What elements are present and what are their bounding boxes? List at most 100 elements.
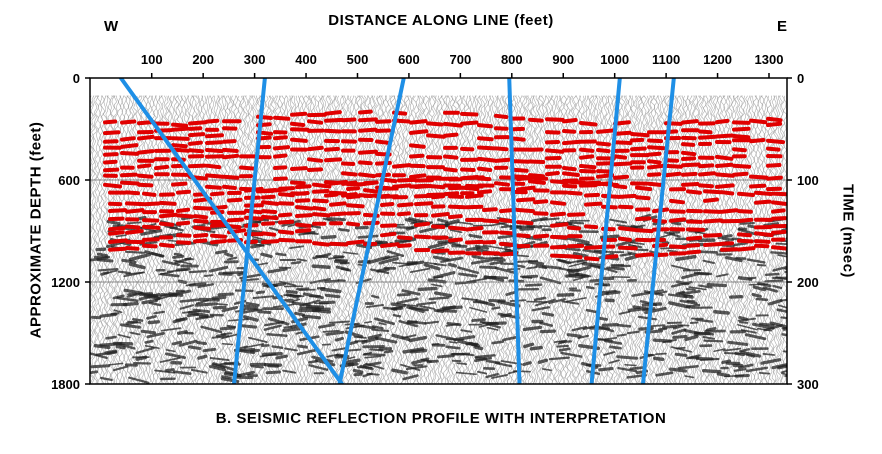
- reflector-dash: [426, 121, 444, 127]
- seismic-trace: [308, 95, 314, 384]
- reflection-wiggle: [785, 250, 787, 253]
- reflector-dash: [749, 183, 767, 189]
- reflection-wiggle: [298, 288, 316, 292]
- reflector-dash: [686, 189, 702, 195]
- reflector-dash: [193, 205, 212, 211]
- reflection-wiggle: [716, 372, 731, 378]
- reflection-wiggle: [238, 345, 248, 350]
- reflector-dash: [686, 227, 706, 232]
- reflector-dash: [278, 219, 295, 225]
- seismic-trace: [506, 95, 512, 384]
- reflector-dash: [137, 173, 154, 179]
- reflector-dash: [754, 231, 774, 238]
- reflection-wiggle: [609, 218, 628, 224]
- reflection-wiggle: [598, 367, 614, 372]
- reflection-wiggle: [226, 256, 238, 261]
- reflection-wiggle: [519, 227, 534, 231]
- reflector-dash: [222, 184, 237, 190]
- reflection-wiggle: [758, 371, 771, 375]
- reflection-wiggle: [292, 301, 311, 307]
- seismic-trace: [464, 95, 470, 384]
- reflection-wiggle: [701, 369, 722, 374]
- reflector-dash: [205, 140, 223, 145]
- reflection-wiggle: [195, 315, 215, 321]
- reflection-wiggle: [522, 274, 539, 279]
- distance-tick-label: 500: [347, 52, 369, 67]
- reflection-wiggle: [217, 292, 234, 297]
- reflector-dash: [278, 229, 295, 235]
- reflection-wiggle: [500, 312, 512, 318]
- reflector-dash: [346, 221, 361, 227]
- reflection-wiggle: [667, 293, 688, 299]
- reflector-dash: [380, 202, 395, 207]
- reflection-wiggle: [221, 342, 234, 346]
- reflection-wiggle: [781, 227, 787, 231]
- reflector-dash: [579, 154, 595, 160]
- reflection-wiggle: [334, 336, 344, 342]
- reflection-wiggle: [770, 251, 787, 255]
- fault-line: [232, 78, 267, 384]
- reflection-wiggle: [353, 335, 367, 339]
- reflector-dash: [363, 180, 379, 186]
- reflector-dash: [754, 190, 773, 196]
- reflector-dash: [715, 118, 730, 125]
- reflection-wiggle: [477, 370, 488, 375]
- reflection-wiggle: [186, 312, 199, 318]
- reflector-dash: [188, 132, 206, 138]
- reflection-wiggle: [571, 325, 588, 332]
- reflection-wiggle: [606, 266, 625, 271]
- seismic-trace: [492, 95, 498, 384]
- reflection-wiggle: [558, 347, 571, 352]
- reflection-wiggle: [147, 320, 161, 325]
- reflection-wiggle: [220, 332, 233, 336]
- reflection-wiggle: [558, 259, 570, 265]
- reflection-wiggle: [752, 285, 767, 292]
- reflection-wiggle: [171, 254, 185, 259]
- reflection-wiggle: [763, 222, 780, 227]
- reflection-wiggle: [285, 289, 298, 294]
- reflector-dash: [754, 199, 772, 205]
- reflection-wiggle: [764, 272, 780, 276]
- reflection-wiggle: [781, 372, 787, 376]
- reflection-wiggle: [178, 339, 198, 347]
- reflector-dash: [409, 153, 425, 159]
- reflection-wiggle: [108, 362, 124, 366]
- reflection-wiggle: [203, 274, 214, 277]
- reflection-wiggle: [408, 306, 430, 312]
- reflection-wiggle: [423, 263, 441, 271]
- reflector-dash: [312, 198, 329, 204]
- reflector-dash: [137, 134, 155, 141]
- reflector-dash: [698, 171, 717, 177]
- fault-line: [507, 78, 522, 384]
- reflection-wiggle: [328, 320, 350, 324]
- reflector-dash: [720, 241, 735, 246]
- reflector-dash: [579, 169, 596, 174]
- reflection-wiggle: [733, 242, 748, 247]
- reflector-dash: [358, 149, 378, 155]
- reflector-dash: [550, 234, 568, 240]
- reflector-dash: [273, 176, 288, 181]
- reflector-dash: [703, 233, 723, 238]
- reflection-wiggle: [135, 346, 155, 354]
- reflection-wiggle: [359, 364, 374, 371]
- reflector-dash: [584, 180, 602, 186]
- reflector-dash: [193, 225, 211, 231]
- reflection-wiggle: [219, 326, 236, 331]
- reflection-wiggle: [90, 352, 108, 360]
- reflector-dash: [511, 167, 529, 173]
- reflection-wiggle: [96, 258, 114, 263]
- reflector-dash: [171, 136, 190, 141]
- reflector-dash: [477, 145, 496, 151]
- reflection-wiggle: [366, 255, 391, 265]
- reflection-wiggle: [125, 250, 146, 254]
- reflection-wiggle: [296, 287, 310, 291]
- reflection-wiggle: [127, 292, 138, 296]
- reflection-wiggle: [391, 333, 411, 341]
- reflection-wiggle: [362, 351, 373, 356]
- reflection-wiggle: [560, 351, 583, 358]
- reflection-wiggle: [294, 311, 306, 317]
- reflection-wiggle: [282, 326, 305, 333]
- distance-tick-label: 600: [398, 52, 420, 67]
- seismic-trace: [240, 95, 246, 384]
- reflection-wiggle: [675, 254, 697, 262]
